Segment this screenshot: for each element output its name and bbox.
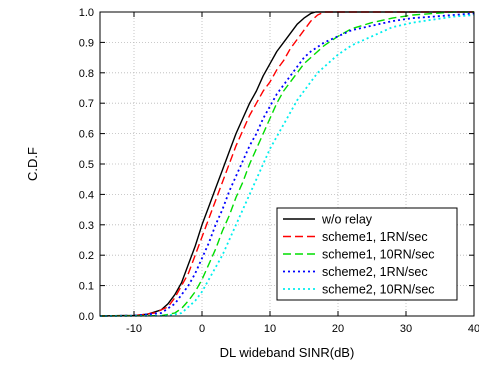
y-tick-label: 1.0 <box>79 7 94 19</box>
y-tick-label: 0.0 <box>79 311 94 323</box>
legend-label: scheme1, 1RN/sec <box>322 230 428 244</box>
y-tick-label: 0.1 <box>79 281 94 293</box>
legend-label: w/o relay <box>321 213 373 227</box>
y-tick-label: 0.6 <box>79 129 94 141</box>
legend-label: scheme2, 10RN/sec <box>322 283 435 297</box>
y-tick-label: 0.9 <box>79 37 94 49</box>
x-tick-label: 40 <box>468 323 479 335</box>
series-line-4 <box>99 12 475 317</box>
x-tick-label: 30 <box>400 323 412 335</box>
series-line-2 <box>99 11 474 317</box>
y-tick-label: 0.3 <box>79 220 94 232</box>
y-tick-label: 0.4 <box>79 189 94 201</box>
legend: w/o relay scheme1, 1RN/sec scheme1, 10RN/s… <box>276 207 458 301</box>
axis-ticks: -10 0 10 20 30 40 0.0 0.1 0.2 0.3 0.4 0.5 0.6 0.7 0.8 0… <box>79 7 479 335</box>
x-axis-label: DL wideband SINR(dB) <box>220 345 355 360</box>
x-tick-label: 0 <box>199 323 205 335</box>
y-tick-label: 0.8 <box>79 68 94 80</box>
y-tick-label: 0.2 <box>79 250 94 262</box>
y-tick-label: 0.5 <box>79 159 94 171</box>
legend-label: scheme2, 1RN/sec <box>322 265 428 279</box>
legend-label: scheme1, 10RN/sec <box>322 248 435 262</box>
y-tick-label: 0.7 <box>79 98 94 110</box>
series-line-5 <box>99 14 475 317</box>
series-line-3 <box>99 11 474 317</box>
x-tick-label: 10 <box>264 323 276 335</box>
x-tick-label: -10 <box>126 323 142 335</box>
x-tick-label: 20 <box>332 323 344 335</box>
y-axis-label: C.D.F <box>25 147 40 181</box>
